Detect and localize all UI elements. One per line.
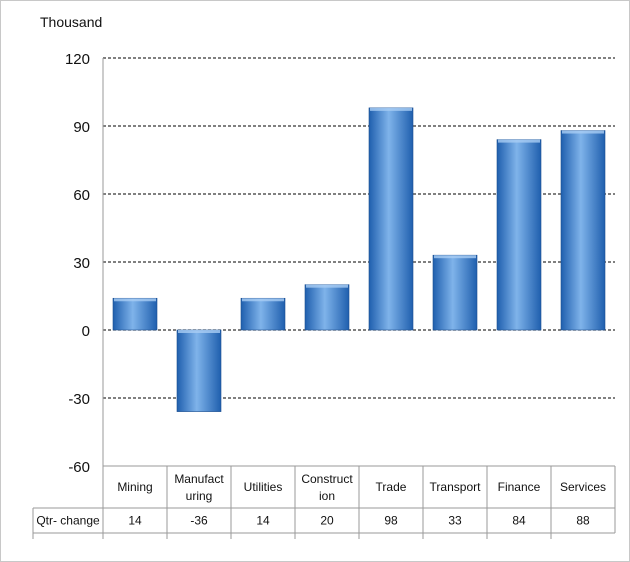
bars bbox=[112, 107, 606, 412]
bar-highlight bbox=[498, 139, 540, 143]
y-tick-label: -60 bbox=[68, 459, 90, 476]
bar bbox=[176, 329, 222, 412]
table-value: -36 bbox=[190, 514, 208, 528]
table-value: 84 bbox=[512, 514, 526, 528]
bar-highlight bbox=[242, 298, 284, 302]
bar bbox=[560, 130, 606, 331]
category-label: Construct bbox=[301, 472, 353, 486]
category-label: Finance bbox=[498, 480, 541, 494]
table-value: 33 bbox=[448, 514, 462, 528]
y-tick-label: 90 bbox=[73, 119, 90, 136]
bar bbox=[240, 297, 286, 331]
bar bbox=[432, 254, 478, 331]
category-label: Utilities bbox=[244, 480, 283, 494]
bar-highlight bbox=[114, 298, 156, 302]
y-tick-label: 0 bbox=[82, 323, 90, 340]
category-label: uring bbox=[186, 489, 213, 503]
bar-highlight bbox=[370, 107, 412, 111]
bar bbox=[368, 107, 414, 331]
bar bbox=[112, 297, 158, 331]
y-tick-label: 30 bbox=[73, 255, 90, 272]
category-label: ion bbox=[319, 489, 335, 503]
table-value: 98 bbox=[384, 514, 398, 528]
y-tick-label: 120 bbox=[65, 51, 90, 68]
table-value: 14 bbox=[128, 514, 142, 528]
category-label: Manufact bbox=[174, 472, 224, 486]
bar-highlight bbox=[562, 130, 604, 134]
data-table: Mining Manufact uring Utilities Construct ion… bbox=[32, 465, 616, 539]
bar-highlight bbox=[306, 284, 348, 288]
table-value: 14 bbox=[256, 514, 270, 528]
y-tick-label: 60 bbox=[73, 187, 90, 204]
table-value: 20 bbox=[320, 514, 334, 528]
category-label: Services bbox=[560, 480, 606, 494]
table-row-label: Qtr- change bbox=[36, 514, 100, 528]
y-axis: 120 90 60 30 0 -30 -60 bbox=[65, 51, 104, 476]
category-label: Trade bbox=[376, 480, 407, 494]
category-label: Mining bbox=[117, 480, 152, 494]
bar bbox=[304, 284, 350, 331]
bar-highlight bbox=[178, 330, 220, 333]
table-value: 88 bbox=[576, 514, 590, 528]
unit-label: Thousand bbox=[40, 14, 102, 30]
bar bbox=[496, 139, 542, 331]
y-tick-label: -30 bbox=[68, 391, 90, 408]
bar-highlight bbox=[434, 255, 476, 259]
category-label: Transport bbox=[430, 480, 482, 494]
